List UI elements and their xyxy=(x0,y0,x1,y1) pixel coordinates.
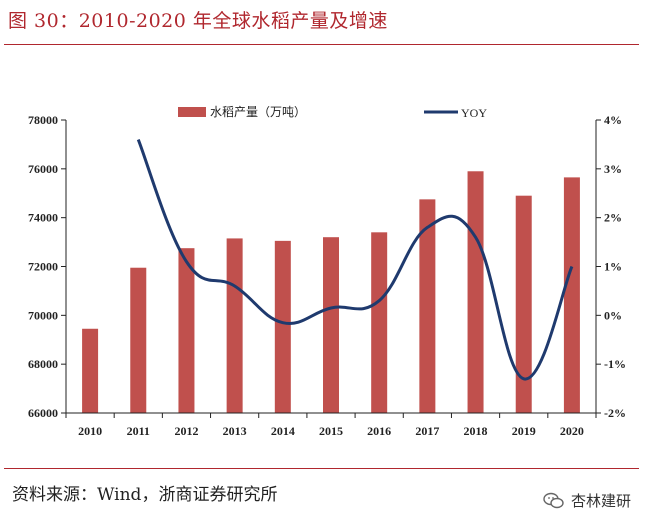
bar-2017 xyxy=(419,199,436,413)
y-right-tick-label: 3% xyxy=(604,162,622,176)
yoy-line xyxy=(136,138,574,381)
y-left-tick-label: 78000 xyxy=(28,113,58,127)
x-tick-label: 2018 xyxy=(464,424,488,438)
watermark-text: 杏林建研 xyxy=(570,492,631,510)
y-right-tick-label: 0% xyxy=(604,308,622,322)
line-series xyxy=(136,138,574,381)
legend-swatch-bar xyxy=(178,107,206,117)
figure-title: 图 30：2010-2020 年全球水稻产量及增速 xyxy=(8,10,388,32)
x-tick-label: 2013 xyxy=(223,424,247,438)
y-left-tick-label: 70000 xyxy=(28,308,58,322)
wechat-icon xyxy=(543,492,565,510)
x-tick-label: 2015 xyxy=(319,424,343,438)
source-rule xyxy=(4,468,639,469)
bar-2011 xyxy=(130,267,147,413)
bar-2019 xyxy=(515,195,532,413)
x-tick-label: 2020 xyxy=(560,424,584,438)
bar-series xyxy=(82,171,580,413)
legend-label-line: YOY xyxy=(461,106,487,120)
x-tick-label: 2011 xyxy=(127,424,150,438)
axes: 66000 68000 70000 72000 74000 76000 78000 -2% -1… xyxy=(28,113,626,438)
legend: 水稻产量（万吨） YOY xyxy=(178,105,487,120)
bar-2016 xyxy=(371,232,388,413)
legend-label-bar: 水稻产量（万吨） xyxy=(210,105,306,119)
bar-2014 xyxy=(274,240,291,413)
y-right-tick-label: -2% xyxy=(604,406,626,420)
bar-2010 xyxy=(82,328,99,413)
x-tick-label: 2016 xyxy=(367,424,391,438)
title-rule xyxy=(4,44,639,45)
y-right-tick-label: 1% xyxy=(604,260,622,274)
watermark: 杏林建研 xyxy=(543,490,631,511)
y-right-tick-label: -1% xyxy=(604,357,626,371)
y-right-tick-label: 2% xyxy=(604,211,622,225)
y-left-tick-label: 74000 xyxy=(28,211,58,225)
x-tick-label: 2014 xyxy=(271,424,295,438)
bar-2020 xyxy=(563,177,580,413)
y-left-tick-label: 72000 xyxy=(28,260,58,274)
bar-2018 xyxy=(467,171,484,413)
source-note: 资料来源：Wind，浙商证券研究所 xyxy=(12,485,278,505)
bar-2012 xyxy=(178,248,195,413)
y-right-tick-label: 4% xyxy=(604,113,622,127)
x-tick-label: 2019 xyxy=(512,424,536,438)
y-left-tick-label: 76000 xyxy=(28,162,58,176)
bar-2013 xyxy=(226,238,243,413)
x-tick-label: 2012 xyxy=(174,424,198,438)
y-left-tick-label: 66000 xyxy=(28,406,58,420)
chart: 66000 68000 70000 72000 74000 76000 78000 -2% -1… xyxy=(28,105,626,438)
x-tick-label: 2017 xyxy=(415,424,439,438)
x-tick-label: 2010 xyxy=(78,424,102,438)
y-left-tick-label: 68000 xyxy=(28,357,58,371)
bar-2015 xyxy=(323,237,339,413)
